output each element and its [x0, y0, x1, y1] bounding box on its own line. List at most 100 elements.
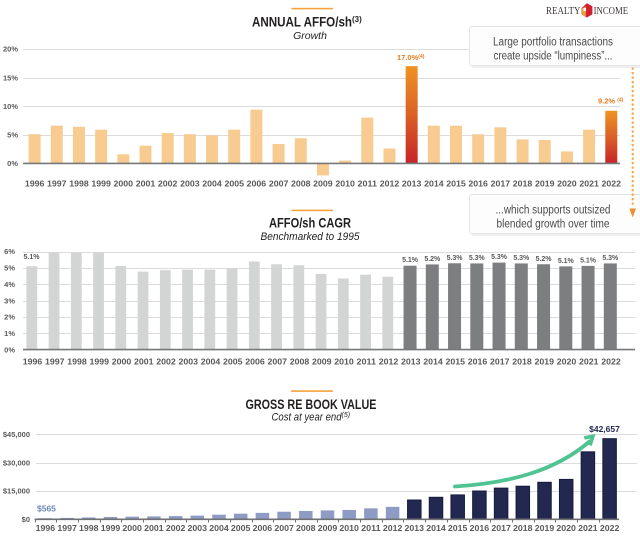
svg-text:2010: 2010 — [334, 358, 354, 367]
svg-text:1996: 1996 — [23, 358, 43, 367]
svg-text:2003: 2003 — [180, 180, 200, 189]
svg-text:2022: 2022 — [602, 180, 622, 189]
svg-text:2008: 2008 — [291, 180, 311, 189]
svg-text:5.3%: 5.3% — [491, 254, 508, 261]
svg-text:2002: 2002 — [166, 524, 186, 533]
svg-text:2011: 2011 — [358, 180, 378, 189]
svg-text:1999: 1999 — [91, 180, 111, 189]
svg-text:2017: 2017 — [491, 524, 511, 533]
svg-text:2017: 2017 — [490, 358, 510, 367]
svg-text:2011: 2011 — [357, 358, 377, 367]
svg-text:2013: 2013 — [402, 180, 422, 189]
svg-text:$565: $565 — [37, 504, 56, 514]
svg-text:9.2% (4): 9.2% (4) — [598, 97, 624, 106]
svg-text:1999: 1999 — [90, 358, 110, 367]
svg-text:0%: 0% — [7, 159, 18, 168]
svg-text:1997: 1997 — [45, 358, 65, 367]
svg-text:1998: 1998 — [79, 524, 99, 533]
svg-text:2013: 2013 — [405, 524, 425, 533]
svg-text:5.1%: 5.1% — [558, 258, 575, 265]
svg-text:1996: 1996 — [25, 180, 45, 189]
svg-text:$42,657: $42,657 — [589, 424, 620, 434]
svg-text:5.3%: 5.3% — [447, 255, 464, 262]
svg-text:2014: 2014 — [423, 358, 443, 367]
svg-text:2019: 2019 — [535, 180, 555, 189]
svg-text:1997: 1997 — [57, 524, 77, 533]
svg-text:2021: 2021 — [579, 180, 599, 189]
svg-text:0%: 0% — [4, 345, 15, 354]
svg-text:2008: 2008 — [290, 358, 310, 367]
svg-text:2000: 2000 — [114, 180, 134, 189]
svg-text:5.2%: 5.2% — [424, 256, 441, 263]
svg-text:REALTY: REALTY — [546, 6, 581, 17]
svg-text:10%: 10% — [3, 102, 18, 111]
svg-text:2007: 2007 — [274, 524, 294, 533]
svg-text:2021: 2021 — [579, 358, 599, 367]
svg-text:2001: 2001 — [144, 524, 164, 533]
svg-text:2006: 2006 — [253, 524, 273, 533]
svg-text:Cost at year end(5): Cost at year end(5) — [272, 412, 351, 424]
svg-text:5.1%: 5.1% — [24, 254, 41, 261]
svg-text:2003: 2003 — [188, 524, 208, 533]
svg-text:1997: 1997 — [47, 180, 67, 189]
svg-text:2014: 2014 — [426, 524, 446, 533]
svg-text:2015: 2015 — [446, 180, 466, 189]
svg-text:AFFO/sh CAGR: AFFO/sh CAGR — [269, 216, 351, 231]
svg-text:5.3%: 5.3% — [469, 255, 486, 262]
svg-text:1999: 1999 — [101, 524, 121, 533]
svg-text:1%: 1% — [4, 329, 15, 338]
svg-text:$30,000: $30,000 — [3, 458, 30, 467]
svg-text:5.2%: 5.2% — [536, 256, 553, 263]
svg-text:2015: 2015 — [448, 524, 468, 533]
svg-text:2022: 2022 — [600, 524, 620, 533]
svg-text:2004: 2004 — [201, 358, 221, 367]
svg-text:2019: 2019 — [535, 358, 555, 367]
svg-text:$15,000: $15,000 — [3, 487, 30, 496]
svg-text:2020: 2020 — [556, 524, 576, 533]
svg-text:2018: 2018 — [512, 358, 532, 367]
svg-text:2005: 2005 — [224, 180, 244, 189]
svg-text:5%: 5% — [7, 131, 18, 140]
svg-text:2010: 2010 — [335, 180, 355, 189]
svg-text:2002: 2002 — [156, 358, 176, 367]
svg-text:2004: 2004 — [202, 180, 222, 189]
svg-text:2001: 2001 — [136, 180, 156, 189]
svg-text:6%: 6% — [4, 247, 15, 256]
svg-text:2014: 2014 — [424, 180, 444, 189]
svg-text:2009: 2009 — [318, 524, 338, 533]
svg-text:2003: 2003 — [179, 358, 199, 367]
svg-text:2006: 2006 — [245, 358, 265, 367]
svg-text:ANNUAL AFFO/sh(3): ANNUAL AFFO/sh(3) — [252, 15, 362, 30]
svg-text:2018: 2018 — [513, 524, 533, 533]
svg-text:2000: 2000 — [122, 524, 142, 533]
svg-text:2007: 2007 — [268, 358, 288, 367]
svg-text:create upside “lumpiness”...: create upside “lumpiness”... — [494, 51, 613, 63]
svg-text:2019: 2019 — [535, 524, 555, 533]
svg-text:2012: 2012 — [380, 180, 400, 189]
svg-text:2015: 2015 — [446, 358, 466, 367]
svg-text:1996: 1996 — [36, 524, 56, 533]
svg-text:2004: 2004 — [209, 524, 229, 533]
svg-text:$45,000: $45,000 — [3, 430, 30, 439]
svg-text:2001: 2001 — [134, 358, 154, 367]
svg-text:blended growth over time: blended growth over time — [497, 219, 610, 231]
svg-text:$0: $0 — [22, 515, 30, 524]
svg-text:2002: 2002 — [158, 180, 178, 189]
svg-text:2006: 2006 — [247, 180, 267, 189]
svg-text:2016: 2016 — [470, 524, 490, 533]
svg-text:GROSS RE BOOK VALUE: GROSS RE BOOK VALUE — [246, 397, 377, 412]
svg-text:2018: 2018 — [513, 180, 533, 189]
svg-text:2017: 2017 — [491, 180, 511, 189]
svg-text:2011: 2011 — [361, 524, 381, 533]
svg-text:2021: 2021 — [578, 524, 598, 533]
svg-text:2000: 2000 — [112, 358, 132, 367]
svg-text:2012: 2012 — [383, 524, 403, 533]
svg-text:2012: 2012 — [379, 358, 399, 367]
svg-text:5.1%: 5.1% — [580, 257, 597, 264]
svg-text:5.3%: 5.3% — [602, 255, 619, 262]
svg-text:2010: 2010 — [339, 524, 359, 533]
svg-text:Growth: Growth — [293, 30, 327, 42]
svg-text:...which supports outsized: ...which supports outsized — [496, 205, 611, 217]
svg-text:2016: 2016 — [468, 180, 488, 189]
svg-text:4%: 4% — [4, 280, 15, 289]
